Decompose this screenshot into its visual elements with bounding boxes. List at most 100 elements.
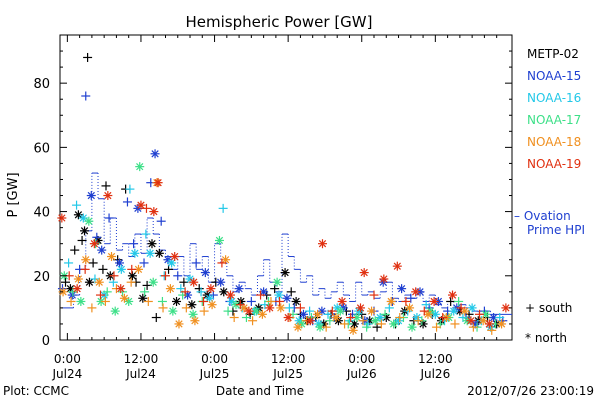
noaa-18-point-north [293, 322, 303, 332]
footer-timestamp: 2012/07/26 23:00:19 [467, 384, 594, 398]
noaa-19-point-north [466, 316, 476, 326]
noaa-18-point-south [376, 319, 386, 329]
noaa-18-point-north [221, 255, 231, 265]
x-tick-date: Jul25 [199, 367, 230, 381]
noaa-19-point-north [189, 277, 199, 287]
noaa-16-point-north [167, 258, 177, 268]
y-tick-label: 40 [33, 206, 50, 221]
noaa-16-point-south [421, 300, 431, 310]
noaa-17-point-north [168, 306, 178, 316]
noaa-18-point-north [276, 303, 286, 313]
noaa-19-point-north [103, 191, 113, 201]
noaa-19-point-south [256, 290, 266, 300]
noaa-17-point-south [380, 309, 390, 319]
noaa-19-point-north [359, 268, 369, 278]
noaa-16-point-north [116, 264, 126, 274]
noaa-18-point-south [181, 303, 191, 313]
x-tick-date: Jul24 [125, 367, 156, 381]
noaa-17-point-south [140, 287, 150, 297]
footer-plot-credit: Plot: CCMC [3, 384, 69, 398]
noaa-19-point-north [501, 303, 511, 313]
noaa-19-point-north [392, 261, 402, 271]
noaa-15-point-south [191, 258, 201, 268]
y-axis-label: P [GW] [6, 172, 21, 217]
noaa-17-point-north [214, 235, 224, 245]
x-tick-time: 0:00 [348, 352, 375, 366]
noaa-16-point-north [145, 248, 155, 258]
noaa-19-point-south [474, 309, 484, 319]
noaa-16-point-south [196, 287, 206, 297]
metp-02-point-north [138, 293, 148, 303]
noaa-15-point-north [298, 309, 308, 319]
noaa-19-point-south [109, 271, 119, 281]
noaa-18-point-north [348, 325, 358, 335]
noaa-17-point-north [272, 277, 282, 287]
legend-noaa-15: NOAA-15 [527, 69, 581, 83]
noaa-17-point-north [407, 322, 417, 332]
noaa-16-point-south [125, 184, 135, 194]
chart-title: Hemispheric Power [GW] [186, 13, 373, 31]
noaa-18-point-south [266, 296, 276, 306]
y-tick-label: 0 [42, 334, 50, 349]
noaa-18-point-north [405, 303, 415, 313]
noaa-19-point-south [401, 296, 411, 306]
metp-02-point-north [418, 319, 428, 329]
noaa-19-point-south [438, 313, 448, 323]
plot-frame [59, 34, 513, 341]
metp-02-point-north [154, 248, 164, 258]
noaa-17-point-south [454, 296, 464, 306]
noaa-15-point-north [282, 293, 292, 303]
noaa-19-point-south [295, 303, 305, 313]
noaa-19-point-north [89, 239, 99, 249]
satellite-points [57, 52, 511, 335]
metp-02-point-north [172, 296, 182, 306]
noaa-17-point-north [370, 316, 380, 326]
noaa-16-point-north [449, 306, 459, 316]
metp-02-point-north [84, 277, 94, 287]
legend-marker-south: + south [525, 301, 572, 315]
noaa-16-point-north [130, 248, 140, 258]
noaa-16-point-south [384, 303, 394, 313]
noaa-19-point-south [235, 300, 245, 310]
noaa-18-point-south [66, 296, 76, 306]
noaa-19-point-north [429, 296, 439, 306]
noaa-15-point-south [129, 239, 139, 249]
noaa-18-point-south [100, 296, 110, 306]
noaa-18-point-north [119, 293, 129, 303]
noaa-19-point-south [180, 287, 190, 297]
noaa-16-point-north [467, 303, 477, 313]
noaa-17-point-north [148, 277, 158, 287]
noaa-18-point-south [340, 319, 350, 329]
noaa-19-point-south [327, 306, 337, 316]
noaa-16-point-south [108, 277, 118, 287]
noaa-15-point-north [150, 149, 160, 159]
noaa-17-point-north [84, 216, 94, 226]
noaa-19-point-north [136, 200, 146, 210]
noaa-18-point-south [413, 316, 423, 326]
noaa-17-point-south [102, 287, 112, 297]
noaa-19-point-south [127, 264, 137, 274]
noaa-18-point-south [158, 303, 168, 313]
noaa-18-point-north [367, 306, 377, 316]
noaa-18-point-north [107, 252, 117, 262]
noaa-18-point-south [450, 319, 460, 329]
noaa-19-point-north [305, 316, 315, 326]
metp-02-point-south [61, 277, 71, 287]
x-tick-time: 12:00 [418, 352, 453, 366]
x-tick-date: Jul26 [419, 367, 450, 381]
metp-02-point-north [219, 287, 229, 297]
noaa-18-point-south [87, 303, 97, 313]
noaa-19-point-north [225, 290, 235, 300]
noaa-18-point-south [468, 322, 478, 332]
x-tick-time: 0:00 [201, 352, 228, 366]
noaa-19-point-north [379, 274, 389, 284]
metp-02-point-south [70, 245, 80, 255]
noaa-19-point-south [217, 258, 227, 268]
metp-02-point-south [286, 287, 296, 297]
noaa-19-point-south [369, 290, 379, 300]
noaa-15-point-south [246, 296, 256, 306]
legend-noaa-19: NOAA-19 [527, 157, 581, 171]
noaa-16-point-south [284, 303, 294, 313]
noaa-17-point-north [76, 296, 86, 306]
